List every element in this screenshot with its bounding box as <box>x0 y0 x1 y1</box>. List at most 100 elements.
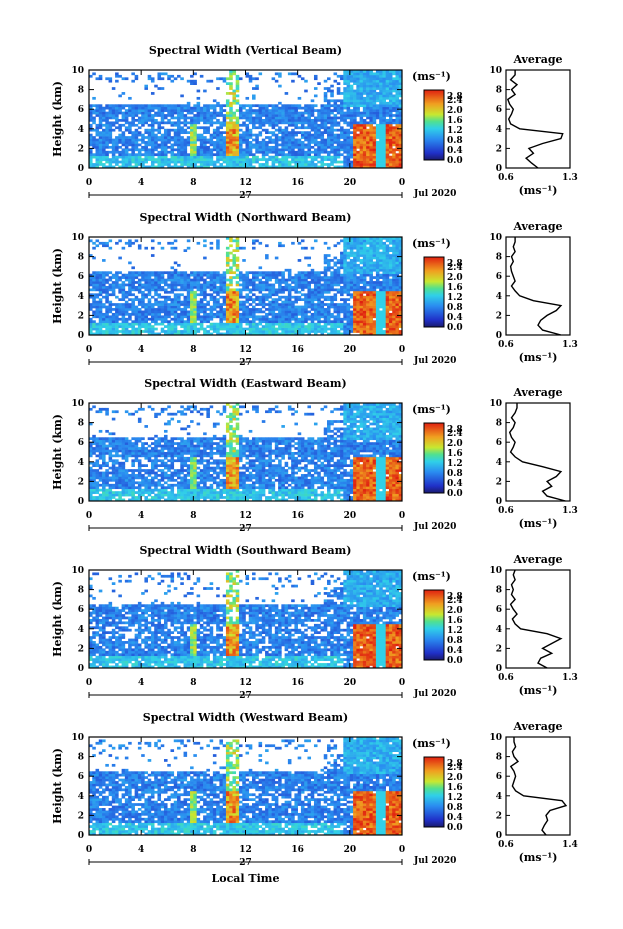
colorbar-tick-label: 2.4 <box>447 96 463 106</box>
panel-0: Spectral Width (Vertical Beam) 0 2 4 6 8 10 Hei… <box>51 44 578 201</box>
profile-y-tick-label: 8 <box>496 86 502 96</box>
profile-y-tick-label: 2 <box>496 811 502 821</box>
profile-frame <box>505 402 571 502</box>
colorbar-tick-label: 1.2 <box>447 459 463 469</box>
colorbar-tick-label: 0.4 <box>447 646 463 656</box>
heatmap-cells <box>89 70 403 169</box>
heatmap-cells <box>89 237 403 336</box>
colorbar-tick-label: 2.0 <box>447 106 463 116</box>
profile-x-tick-label: 1.3 <box>562 173 578 183</box>
x-tick-label: 0 <box>86 511 92 521</box>
y-tick-label: 6 <box>78 272 84 282</box>
profile-frame <box>505 236 571 336</box>
x-tick-label: 20 <box>344 345 357 355</box>
panel-3: Spectral Width (Southward Beam) 0 2 4 6 8 10 He… <box>51 544 578 701</box>
colorbar-tick-label: 0.4 <box>447 813 463 823</box>
profile-title: Average <box>512 553 562 566</box>
x-tick-label: 12 <box>239 845 252 855</box>
panel-4: Spectral Width (Westward Beam) 0 2 4 6 8 10 Hei… <box>51 711 578 885</box>
y-tick-label: 8 <box>78 586 84 596</box>
colorbar-unit: (ms⁻¹) <box>412 570 451 583</box>
y-tick-label: 8 <box>78 86 84 96</box>
date-day-label: 27 <box>239 191 252 201</box>
x-tick-label: 0 <box>399 845 405 855</box>
colorbar-tick-label: 1.6 <box>447 449 463 459</box>
profile-y-tick-label: 6 <box>496 438 502 448</box>
colorbar-tick-label: 0.4 <box>447 479 463 489</box>
colorbar-tick-label: 0.8 <box>447 636 463 646</box>
y-tick-label: 10 <box>71 733 84 743</box>
y-tick-label: 0 <box>78 331 84 341</box>
y-tick-label: 4 <box>78 792 84 802</box>
colorbar-tick-label: 1.6 <box>447 283 463 293</box>
colorbar-tick-label: 1.6 <box>447 116 463 126</box>
profile-title: Average <box>512 386 562 399</box>
date-month-label: Jul 2020 <box>413 189 456 199</box>
panel-title: Spectral Width (Westward Beam) <box>143 711 348 724</box>
profile-x-tick-label: 0.6 <box>498 173 514 183</box>
colorbar-tick-label: 0.0 <box>447 489 463 499</box>
profile-y-tick-label: 4 <box>496 625 502 635</box>
profile-x-tick-label: 0.6 <box>498 840 514 850</box>
y-tick-label: 2 <box>78 644 84 654</box>
x-tick-label: 4 <box>138 845 144 855</box>
y-tick-label: 2 <box>78 811 84 821</box>
colorbar-tick-label: 1.2 <box>447 293 463 303</box>
panel-title: Spectral Width (Northward Beam) <box>140 211 352 224</box>
profile-y-tick-label: 10 <box>489 66 502 76</box>
y-axis-label: Height (km) <box>51 581 64 657</box>
colorbar-tick-label: 0.0 <box>447 156 463 166</box>
colorbar-tick-label: 2.0 <box>447 773 463 783</box>
colorbar-tick-label: 2.8 <box>447 92 463 102</box>
y-tick-label: 0 <box>78 164 84 174</box>
x-tick-label: 12 <box>239 178 252 188</box>
x-tick-label: 0 <box>86 345 92 355</box>
y-tick-label: 2 <box>78 311 84 321</box>
profile-y-tick-label: 0 <box>496 331 502 341</box>
date-day-label: 27 <box>239 858 252 868</box>
profile-line <box>509 569 563 669</box>
profile-y-tick-label: 10 <box>489 233 502 243</box>
heatmap-cells <box>89 570 403 669</box>
y-tick-label: 4 <box>78 125 84 135</box>
colorbar-tick-label: 0.0 <box>447 823 463 833</box>
x-tick-label: 12 <box>239 511 252 521</box>
colorbar-unit: (ms⁻¹) <box>412 403 451 416</box>
y-tick-label: 6 <box>78 105 84 115</box>
x-tick-label: 16 <box>291 178 304 188</box>
colorbar-tick-label: 2.8 <box>447 759 463 769</box>
profile-frame <box>505 569 571 669</box>
x-tick-label: 20 <box>344 511 357 521</box>
profile-x-label: (ms⁻¹) <box>519 517 558 530</box>
profile-x-tick-label: 0.6 <box>498 506 514 516</box>
y-axis-label: Height (km) <box>51 748 64 824</box>
profile-y-tick-label: 0 <box>496 831 502 841</box>
panel-title: Spectral Width (Southward Beam) <box>139 544 351 557</box>
y-tick-label: 2 <box>78 477 84 487</box>
x-tick-label: 0 <box>399 511 405 521</box>
profile-y-tick-label: 6 <box>496 272 502 282</box>
profile-y-tick-label: 6 <box>496 772 502 782</box>
profile-y-tick-label: 0 <box>496 164 502 174</box>
y-tick-label: 8 <box>78 753 84 763</box>
profile-y-tick-label: 4 <box>496 125 502 135</box>
x-tick-label: 8 <box>190 678 196 688</box>
profile-x-tick-label: 1.3 <box>562 506 578 516</box>
y-tick-label: 8 <box>78 419 84 429</box>
y-tick-label: 10 <box>71 66 84 76</box>
colorbar <box>423 756 445 828</box>
profile-frame <box>505 736 571 836</box>
y-tick-label: 0 <box>78 497 84 507</box>
date-month-label: Jul 2020 <box>413 356 456 366</box>
profile-y-tick-label: 8 <box>496 586 502 596</box>
x-tick-label: 12 <box>239 345 252 355</box>
profile-x-tick-label: 0.6 <box>498 673 514 683</box>
date-month-label: Jul 2020 <box>413 522 456 532</box>
y-axis-label: Height (km) <box>51 81 64 157</box>
profile-y-tick-label: 0 <box>496 497 502 507</box>
profile-y-tick-label: 8 <box>496 753 502 763</box>
panel-title: Spectral Width (Eastward Beam) <box>144 377 346 390</box>
profile-y-tick-label: 2 <box>496 311 502 321</box>
y-tick-label: 6 <box>78 605 84 615</box>
x-tick-label: 12 <box>239 678 252 688</box>
